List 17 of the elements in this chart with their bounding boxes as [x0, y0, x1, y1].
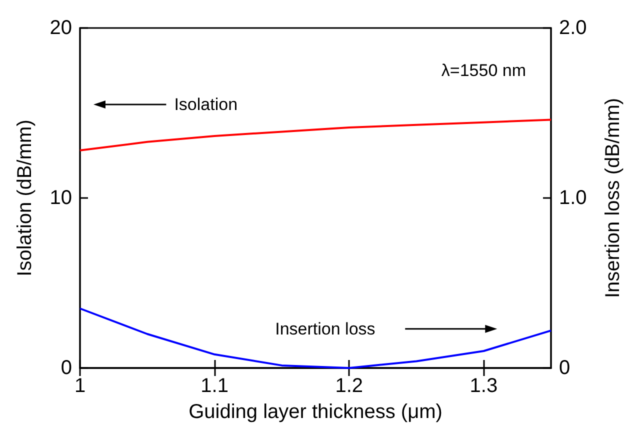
y2-tick-label: 1.0 — [559, 187, 587, 209]
y2-axis-title: Insertion loss (dB/mm) — [602, 98, 624, 298]
x-tick-label: 1.1 — [200, 375, 228, 397]
y2-tick-label: 0 — [559, 357, 570, 379]
y2-tick-label: 2.0 — [559, 17, 587, 39]
annotation: λ=1550 nm — [441, 61, 526, 80]
y-tick-label: 20 — [50, 17, 72, 39]
line-series — [79, 118, 552, 152]
x-axis-title: Guiding layer thickness (μm) — [188, 401, 442, 423]
y-tick-label: 10 — [50, 187, 72, 209]
annotation: Isolation — [174, 95, 238, 114]
y-axis-title: Isolation (dB/mm) — [14, 120, 36, 276]
x-tick-label: 1.2 — [335, 375, 364, 397]
x-tick-label: 1 — [74, 375, 86, 397]
x-tick-label: 1.3 — [470, 375, 498, 397]
annotation: Insertion loss — [275, 319, 376, 338]
y-tick-label: 0 — [60, 357, 72, 379]
